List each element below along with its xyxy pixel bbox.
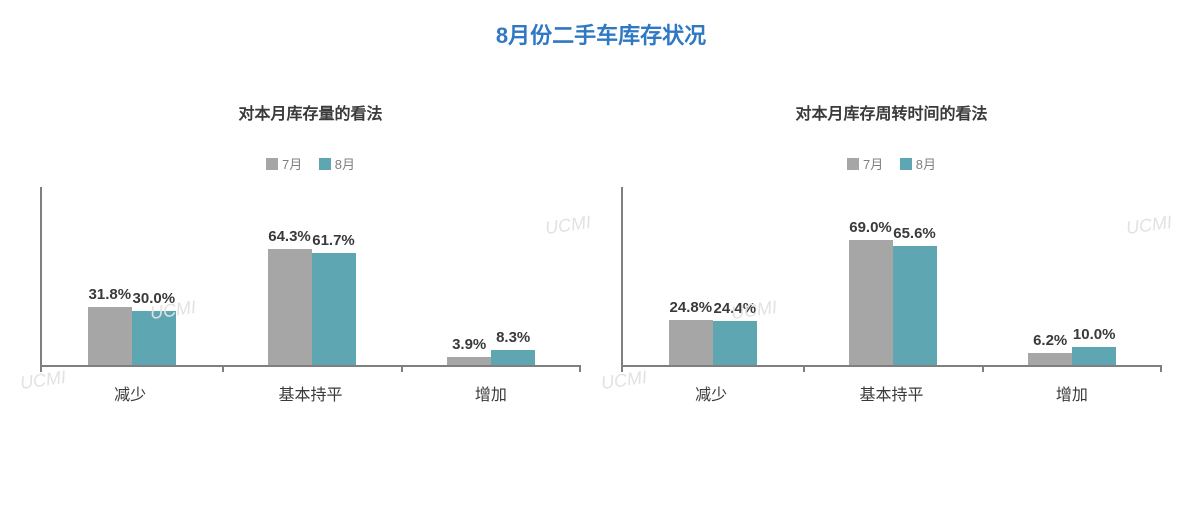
legend-swatch-aug: [900, 158, 912, 170]
bar-group: 3.9% 8.3%: [401, 350, 581, 365]
bar-group: 64.3% 61.7%: [222, 249, 402, 365]
x-label: 基本持平: [220, 381, 400, 405]
bar-aug: 8.3%: [491, 350, 535, 365]
legend-swatch-jul: [266, 158, 278, 170]
bar-jul: 69.0%: [849, 240, 893, 364]
legend-label: 8月: [916, 154, 936, 173]
bar-aug: 24.4%: [713, 321, 757, 365]
legend-swatch-aug: [319, 158, 331, 170]
plot: 31.8% 30.0% 64.3% 61.7% 3.9%: [40, 187, 581, 405]
legend-item-aug: 8月: [319, 154, 355, 173]
bar-value-label: 69.0%: [849, 219, 892, 236]
bar-value-label: 6.2%: [1033, 332, 1067, 349]
bar-value-label: 10.0%: [1073, 326, 1116, 343]
bar-value-label: 64.3%: [268, 228, 311, 245]
legend-label: 8月: [335, 154, 355, 173]
x-label: 减少: [621, 381, 801, 405]
x-label: 减少: [40, 381, 220, 405]
bar-aug: 61.7%: [312, 253, 356, 364]
bar-jul: 64.3%: [268, 249, 312, 365]
bar-value-label: 24.4%: [714, 300, 757, 317]
x-axis-labels: 减少 基本持平 增加: [621, 381, 1162, 405]
bar-value-label: 30.0%: [133, 290, 176, 307]
legend-swatch-jul: [847, 158, 859, 170]
bar-group: 6.2% 10.0%: [982, 347, 1162, 365]
bar-jul: 24.8%: [669, 320, 713, 365]
plot: 24.8% 24.4% 69.0% 65.6% 6.2%: [621, 187, 1162, 405]
bar-jul: 3.9%: [447, 357, 491, 364]
bar-aug: 30.0%: [132, 311, 176, 365]
bar-group: 69.0% 65.6%: [803, 240, 983, 364]
x-label: 增加: [982, 381, 1162, 405]
plot-area: 31.8% 30.0% 64.3% 61.7% 3.9%: [40, 187, 581, 367]
charts-container: 对本月库存量的看法 7月 8月 31.8% 30.0%: [0, 50, 1202, 405]
bar-aug: 10.0%: [1072, 347, 1116, 365]
x-label: 基本持平: [801, 381, 981, 405]
bar-value-label: 8.3%: [496, 329, 530, 346]
sub-title: 对本月库存量的看法: [40, 100, 581, 124]
bar-value-label: 3.9%: [452, 336, 486, 353]
main-title: 8月份二手车库存状况: [0, 0, 1202, 50]
x-label: 增加: [401, 381, 581, 405]
plot-area: 24.8% 24.4% 69.0% 65.6% 6.2%: [621, 187, 1162, 367]
chart-inventory-turnover: 对本月库存周转时间的看法 7月 8月 24.8% 24.4%: [621, 100, 1162, 405]
bar-value-label: 65.6%: [893, 225, 936, 242]
bar-value-label: 31.8%: [89, 286, 132, 303]
bar-group: 24.8% 24.4%: [623, 320, 803, 365]
legend: 7月 8月: [40, 154, 581, 175]
x-axis-labels: 减少 基本持平 增加: [40, 381, 581, 405]
bar-value-label: 61.7%: [312, 232, 355, 249]
legend-item-jul: 7月: [266, 154, 302, 173]
legend-item-jul: 7月: [847, 154, 883, 173]
bar-jul: 31.8%: [88, 307, 132, 364]
legend-item-aug: 8月: [900, 154, 936, 173]
bar-aug: 65.6%: [893, 246, 937, 364]
bar-group: 31.8% 30.0%: [42, 307, 222, 364]
bar-value-label: 24.8%: [670, 299, 713, 316]
bar-jul: 6.2%: [1028, 353, 1072, 364]
chart-inventory-volume: 对本月库存量的看法 7月 8月 31.8% 30.0%: [40, 100, 581, 405]
legend-label: 7月: [863, 154, 883, 173]
sub-title: 对本月库存周转时间的看法: [621, 100, 1162, 124]
legend: 7月 8月: [621, 154, 1162, 175]
legend-label: 7月: [282, 154, 302, 173]
